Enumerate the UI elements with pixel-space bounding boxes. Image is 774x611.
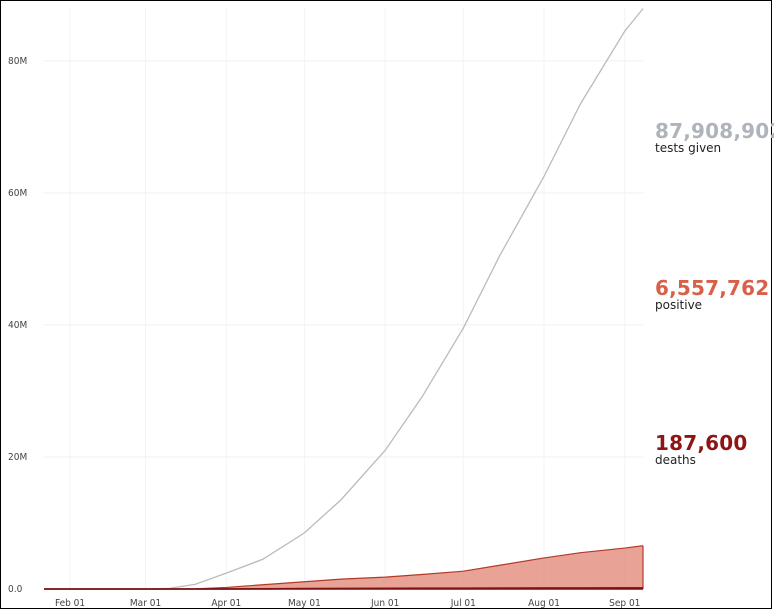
x-tick-label: Mar 01 [130, 598, 161, 609]
x-tick-label: Aug 01 [528, 598, 560, 609]
tests-line [44, 8, 644, 590]
positive-label: positive [655, 298, 703, 312]
x-tick-label: Apr 01 [211, 598, 241, 609]
chart-grid [44, 8, 643, 589]
x-tick-label: Jun 01 [370, 598, 399, 609]
y-tick-label: 60M [8, 188, 27, 199]
tests-label: tests given [655, 141, 722, 155]
x-tick-label: Jul 01 [450, 598, 476, 609]
tests-callout: 87,908,902 tests given [655, 120, 774, 155]
y-tick-label: 0.0 [8, 584, 23, 595]
deaths-callout: 187,600 deaths [655, 432, 748, 467]
chart-marks [44, 8, 644, 590]
y-tick-label: 20M [8, 452, 27, 463]
x-tick-label: Sep 01 [609, 598, 640, 609]
positive-callout: 6,557,762 positive [655, 277, 769, 312]
positive-value: 6,557,762 [655, 276, 770, 300]
y-tick-label: 40M [8, 320, 27, 331]
positive-area [44, 545, 643, 589]
tests-value: 87,908,902 [655, 119, 774, 143]
deaths-label: deaths [655, 453, 696, 467]
chart-tick-labels: 0.0 20M 40M 60M 80M Feb 01 Mar 01 Apr 01 May 01 J… [8, 56, 640, 609]
deaths-value: 187,600 [655, 431, 748, 455]
x-tick-label: May 01 [288, 598, 321, 609]
x-tick-label: Feb 01 [55, 598, 85, 609]
y-tick-label: 80M [8, 56, 27, 67]
